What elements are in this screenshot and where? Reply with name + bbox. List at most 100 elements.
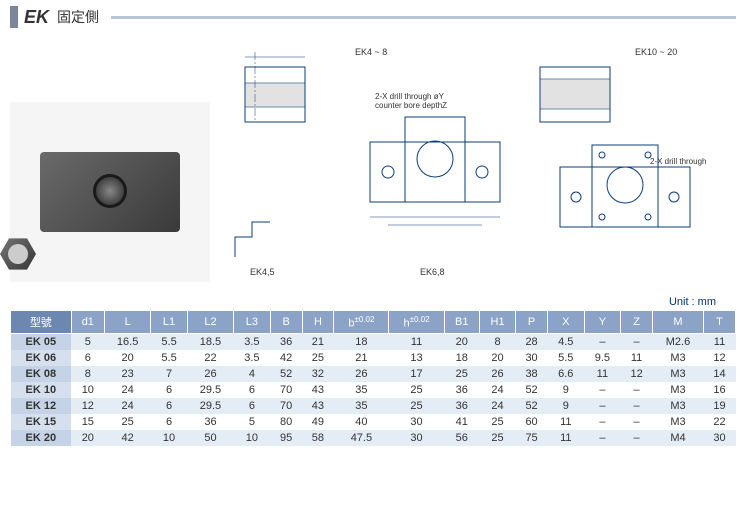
table-cell: 18 xyxy=(444,350,479,366)
table-cell: 6 xyxy=(151,398,188,414)
table-cell: 10 xyxy=(71,382,104,398)
table-cell: 20 xyxy=(444,334,479,351)
label-ek68: EK6,8 xyxy=(420,267,445,277)
table-cell: – xyxy=(584,398,621,414)
header-accent-bar xyxy=(10,6,18,28)
table-cell: 11 xyxy=(584,366,621,382)
table-cell: 22 xyxy=(187,350,233,366)
header-rule xyxy=(111,16,736,19)
table-cell: 6.6 xyxy=(547,366,584,382)
table-cell: 49 xyxy=(302,414,334,430)
table-cell: 6 xyxy=(234,398,271,414)
table-cell: 5.5 xyxy=(151,350,188,366)
table-cell: 36 xyxy=(270,334,302,351)
table-cell: 25 xyxy=(479,414,515,430)
table-cell: – xyxy=(621,382,653,398)
table-cell: – xyxy=(584,334,621,351)
table-cell: – xyxy=(584,430,621,446)
table-header-row: 型號d1LL1L2L3BHb±0.02h±0.02B1H1PXYZMT xyxy=(11,311,736,334)
table-row: EK 05516.55.518.53.536211811208284.5––M2… xyxy=(11,334,736,351)
label-ek4-8: EK4 ~ 8 xyxy=(355,47,387,57)
table-cell: 41 xyxy=(444,414,479,430)
table-row: EK 088237264523226172526386.61112M314 xyxy=(11,366,736,382)
table-cell: 42 xyxy=(270,350,302,366)
table-cell: 58 xyxy=(302,430,334,446)
table-cell: 40 xyxy=(334,414,389,430)
table-cell: 18 xyxy=(334,334,389,351)
table-cell: 11 xyxy=(621,350,653,366)
table-cell: – xyxy=(621,414,653,430)
table-cell: 32 xyxy=(302,366,334,382)
table-col-header: L3 xyxy=(234,311,271,334)
table-cell: 36 xyxy=(187,414,233,430)
table-col-header: B xyxy=(270,311,302,334)
note-counter-bore: 2-X drill through øY counter bore depthZ xyxy=(375,92,447,110)
table-cell: EK 10 xyxy=(11,382,72,398)
table-cell: 20 xyxy=(105,350,151,366)
table-cell: 12 xyxy=(704,350,736,366)
table-cell: 9 xyxy=(547,382,584,398)
table-cell: 5.5 xyxy=(547,350,584,366)
table-cell: 20 xyxy=(479,350,515,366)
table-col-header: H1 xyxy=(479,311,515,334)
table-cell: 30 xyxy=(389,430,444,446)
table-cell: 70 xyxy=(270,398,302,414)
table-row: EK 101024629.56704335253624529––M316 xyxy=(11,382,736,398)
table-cell: 11 xyxy=(547,430,584,446)
table-cell: 21 xyxy=(302,334,334,351)
product-photo xyxy=(10,102,210,282)
table-cell: 52 xyxy=(516,398,548,414)
table-cell: 8 xyxy=(71,366,104,382)
nut-rendering xyxy=(0,236,36,272)
table-cell: 14 xyxy=(704,366,736,382)
table-cell: 12 xyxy=(71,398,104,414)
table-cell: 10 xyxy=(151,430,188,446)
table-col-header: L1 xyxy=(151,311,188,334)
table-cell: 25 xyxy=(444,366,479,382)
table-cell: 4.5 xyxy=(547,334,584,351)
table-cell: 24 xyxy=(105,398,151,414)
table-cell: 15 xyxy=(71,414,104,430)
table-cell: 21 xyxy=(334,350,389,366)
table-cell: 52 xyxy=(516,382,548,398)
table-cell: 30 xyxy=(704,430,736,446)
header-subtitle: 固定側 xyxy=(57,7,99,27)
table-cell: 22 xyxy=(704,414,736,430)
table-cell: 28 xyxy=(516,334,548,351)
table-col-header: L2 xyxy=(187,311,233,334)
table-cell: EK 08 xyxy=(11,366,72,382)
table-col-header: 型號 xyxy=(11,311,72,334)
table-cell: 43 xyxy=(302,382,334,398)
page-header: EK 固定側 xyxy=(0,0,746,32)
table-cell: M3 xyxy=(653,366,704,382)
table-cell: 6 xyxy=(151,382,188,398)
table-cell: M3 xyxy=(653,398,704,414)
table-cell: 29.5 xyxy=(187,382,233,398)
bracket-rendering xyxy=(40,152,180,232)
table-cell: 26 xyxy=(334,366,389,382)
table-cell: 35 xyxy=(334,398,389,414)
table-cell: M3 xyxy=(653,382,704,398)
table-cell: 17 xyxy=(389,366,444,382)
table-cell: 60 xyxy=(516,414,548,430)
table-col-header: Z xyxy=(621,311,653,334)
top-view-large xyxy=(530,47,620,147)
table-cell: 38 xyxy=(516,366,548,382)
unit-label: Unit : mm xyxy=(0,292,746,310)
label-ek45: EK4,5 xyxy=(250,267,275,277)
table-cell: 9 xyxy=(547,398,584,414)
spec-table-wrap: 型號d1LL1L2L3BHb±0.02h±0.02B1H1PXYZMT EK 0… xyxy=(0,310,746,446)
table-cell: 11 xyxy=(389,334,444,351)
table-cell: 16 xyxy=(704,382,736,398)
table-cell: 24 xyxy=(105,382,151,398)
diagram-area: EK4 ~ 8 2-X drill through øY counter bor… xyxy=(0,32,746,292)
table-cell: 30 xyxy=(516,350,548,366)
table-row: EK 202042105010955847.53056257511––M430 xyxy=(11,430,736,446)
table-cell: EK 05 xyxy=(11,334,72,351)
table-cell: 95 xyxy=(270,430,302,446)
table-col-header: B1 xyxy=(444,311,479,334)
table-cell: EK 12 xyxy=(11,398,72,414)
table-cell: EK 20 xyxy=(11,430,72,446)
table-cell: – xyxy=(584,382,621,398)
table-col-header: L xyxy=(105,311,151,334)
